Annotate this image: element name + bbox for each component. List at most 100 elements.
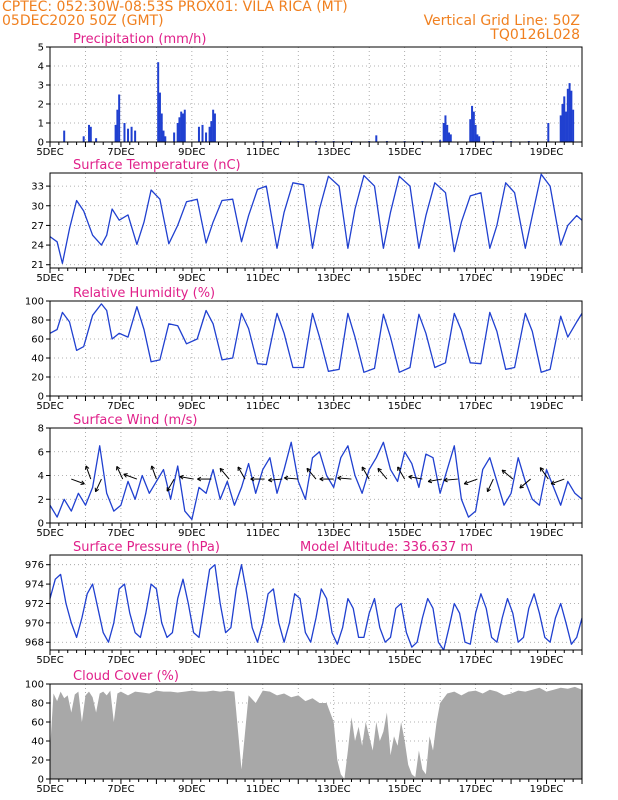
- wind-arrow: [166, 478, 175, 492]
- precip-panel: 0 1 2 3 4 5 5DEC 7DEC 9DEC 11DEC 13DEC 15DEC 17DEC 19…: [36, 32, 583, 158]
- precip-bar: [478, 136, 481, 142]
- pressure-line: [49, 564, 583, 651]
- x-tick-label: 11DEC: [246, 147, 280, 158]
- precip-bar: [116, 109, 119, 142]
- pressure-title: Surface Pressure (hPa): [73, 540, 220, 555]
- precip-bar: [201, 124, 204, 142]
- x-tick-label: 13DEC: [317, 528, 351, 539]
- x-tick-label: 11DEC: [246, 401, 280, 412]
- y-tick-label: 33: [31, 182, 44, 193]
- wind-arrow: [123, 473, 138, 480]
- y-tick-label: 20: [31, 373, 44, 384]
- y-tick-label: 30: [31, 201, 44, 212]
- x-tick-label: 5DEC: [36, 273, 63, 284]
- x-tick-label: 11DEC: [246, 784, 280, 795]
- x-tick-label: 5DEC: [36, 401, 63, 412]
- header-date: 05DEC2020 50Z (GMT): [2, 13, 164, 29]
- y-tick-label: 100: [25, 680, 44, 691]
- y-tick-label: 21: [31, 260, 44, 271]
- wind-arrow: [150, 465, 157, 480]
- precip-bar: [210, 121, 213, 142]
- precip-bar: [114, 124, 117, 142]
- temp-line: [49, 173, 583, 265]
- x-tick-label: 17DEC: [459, 784, 493, 795]
- precip-bar: [82, 136, 85, 142]
- y-tick-label: 0: [38, 775, 44, 786]
- wind-arrow: [377, 467, 388, 480]
- precip-bar: [162, 130, 165, 142]
- y-tick-label: 5: [38, 43, 44, 54]
- x-tick-label: 17DEC: [459, 655, 493, 666]
- y-tick-label: 2: [38, 495, 44, 506]
- precip-bar: [130, 126, 133, 142]
- plot-frame: [49, 554, 583, 651]
- wind-arrow: [397, 466, 406, 480]
- precip-bar: [173, 132, 176, 142]
- precip-bar: [158, 92, 161, 142]
- precip-bar: [448, 132, 450, 142]
- wind-arrow: [268, 477, 283, 483]
- wind-arrow: [284, 475, 299, 481]
- x-tick-label: 9DEC: [178, 401, 205, 412]
- plot-frame: [49, 46, 583, 143]
- x-tick-label: 19DEC: [530, 784, 564, 795]
- wind-arrow: [361, 466, 370, 480]
- wind-arrow: [337, 475, 352, 481]
- x-tick-label: 7DEC: [107, 273, 134, 284]
- precip-bar: [572, 109, 575, 142]
- precip-bar: [439, 140, 442, 142]
- precip-bar: [559, 115, 562, 142]
- wind-arrow: [550, 478, 565, 485]
- x-tick-label: 17DEC: [459, 528, 493, 539]
- y-tick-label: 2: [38, 100, 44, 111]
- precip-bar: [182, 113, 184, 142]
- pressure-panel: 968 970 972 974 976 5DEC 7DEC 9DEC 11DEC 13DEC 15D…: [25, 540, 583, 666]
- x-tick-label: 19DEC: [530, 528, 564, 539]
- x-tick-label: 7DEC: [107, 401, 134, 412]
- precip-bar: [63, 130, 66, 142]
- x-tick-label: 11DEC: [246, 655, 280, 666]
- wind-arrow: [250, 476, 265, 482]
- wind-title: Surface Wind (m/s): [73, 413, 197, 428]
- y-tick-label: 40: [31, 354, 44, 365]
- x-tick-label: 15DEC: [388, 655, 422, 666]
- y-tick-label: 80: [31, 316, 44, 327]
- precip-title: Precipitation (mm/h): [73, 32, 206, 47]
- x-tick-label: 11DEC: [246, 273, 280, 284]
- x-tick-label: 7DEC: [107, 655, 134, 666]
- wind-arrow: [84, 465, 92, 480]
- precip-bar: [160, 113, 163, 142]
- x-tick-label: 17DEC: [459, 273, 493, 284]
- wind-arrow: [319, 476, 334, 482]
- wind-arrow: [443, 477, 458, 483]
- x-tick-label: 9DEC: [178, 655, 205, 666]
- x-tick-label: 7DEC: [107, 784, 134, 795]
- y-tick-label: 40: [31, 737, 44, 748]
- x-tick-label: 15DEC: [388, 147, 422, 158]
- wind-arrow: [486, 478, 494, 493]
- y-tick-label: 974: [25, 580, 44, 591]
- precip-bar: [561, 104, 564, 142]
- precip-bar: [547, 123, 550, 142]
- precip-bar: [95, 138, 98, 142]
- wind-panel: 0 2 4 6 8 5DEC 7DEC 9DEC 11DEC 13DEC 15DEC 17DEC 19D…: [36, 413, 583, 539]
- x-tick-label: 19DEC: [530, 401, 564, 412]
- y-tick-label: 972: [25, 599, 44, 610]
- precip-bar: [565, 111, 568, 142]
- precip-bar: [213, 113, 216, 142]
- wind-arrow: [519, 478, 531, 489]
- model-altitude-label: Model Altitude: 336.637 m: [300, 540, 473, 555]
- precip-bar: [566, 88, 569, 142]
- precip-bar: [476, 134, 479, 142]
- wind-arrow: [237, 466, 246, 480]
- precip-bar: [563, 96, 566, 142]
- x-tick-label: 7DEC: [107, 528, 134, 539]
- y-tick-label: 60: [31, 335, 44, 346]
- x-tick-label: 15DEC: [388, 784, 422, 795]
- y-tick-label: 3: [38, 81, 44, 92]
- y-tick-label: 60: [31, 718, 44, 729]
- y-tick-label: 8: [38, 424, 44, 435]
- precip-bar: [134, 130, 137, 142]
- wind-arrow: [427, 478, 442, 484]
- header-location: CPTEC: 052:30W-08:53S PROX01: VILA RICA …: [2, 0, 348, 15]
